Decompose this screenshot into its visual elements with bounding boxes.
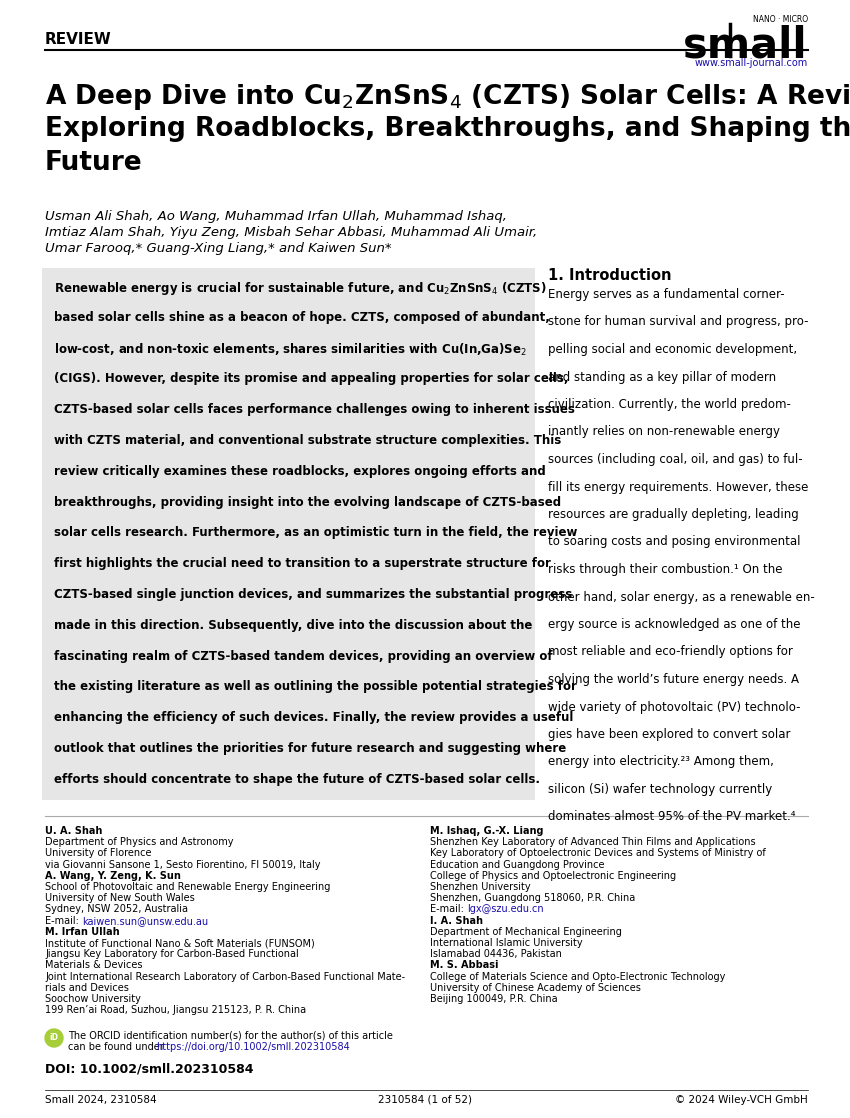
Circle shape xyxy=(45,1029,63,1046)
Text: solar cells research. Furthermore, as an optimistic turn in the field, the revie: solar cells research. Furthermore, as an… xyxy=(54,527,577,539)
Text: stone for human survival and progress, pro-: stone for human survival and progress, p… xyxy=(548,315,808,329)
Text: Soochow University: Soochow University xyxy=(45,994,141,1004)
Text: Department of Mechanical Engineering: Department of Mechanical Engineering xyxy=(430,927,622,937)
Text: The ORCID identification number(s) for the author(s) of this article: The ORCID identification number(s) for t… xyxy=(68,1030,393,1040)
Text: International Islamic University: International Islamic University xyxy=(430,938,582,948)
Text: University of Chinese Academy of Sciences: University of Chinese Academy of Science… xyxy=(430,983,641,993)
Text: ergy source is acknowledged as one of the: ergy source is acknowledged as one of th… xyxy=(548,618,801,631)
Text: risks through their combustion.¹ On the: risks through their combustion.¹ On the xyxy=(548,563,783,576)
Text: to soaring costs and posing environmental: to soaring costs and posing environmenta… xyxy=(548,536,801,549)
Text: can be found under: can be found under xyxy=(68,1042,167,1052)
Text: School of Photovoltaic and Renewable Energy Engineering: School of Photovoltaic and Renewable Ene… xyxy=(45,882,331,892)
Text: U. A. Shah: U. A. Shah xyxy=(45,826,102,836)
Text: Department of Physics and Astronomy: Department of Physics and Astronomy xyxy=(45,837,234,847)
Text: efforts should concentrate to shape the future of CZTS-based solar cells.: efforts should concentrate to shape the … xyxy=(54,773,540,786)
Text: fascinating realm of CZTS-based tandem devices, providing an overview of: fascinating realm of CZTS-based tandem d… xyxy=(54,650,553,663)
Text: solving the world’s future energy needs. A: solving the world’s future energy needs.… xyxy=(548,673,799,686)
Text: inantly relies on non-renewable energy: inantly relies on non-renewable energy xyxy=(548,426,780,438)
Text: with CZTS material, and conventional substrate structure complexities. This: with CZTS material, and conventional sub… xyxy=(54,434,561,447)
Text: dominates almost 95% of the PV market.⁴: dominates almost 95% of the PV market.⁴ xyxy=(548,811,796,824)
Text: civilization. Currently, the world predom-: civilization. Currently, the world predo… xyxy=(548,398,790,411)
Text: M. Ishaq, G.-X. Liang: M. Ishaq, G.-X. Liang xyxy=(430,826,543,836)
Text: E-mail:: E-mail: xyxy=(45,916,82,926)
Text: pelling social and economic development,: pelling social and economic development, xyxy=(548,343,797,356)
Text: Imtiaz Alam Shah, Yiyu Zeng, Misbah Sehar Abbasi, Muhammad Ali Umair,: Imtiaz Alam Shah, Yiyu Zeng, Misbah Seha… xyxy=(45,226,537,239)
Text: made in this direction. Subsequently, dive into the discussion about the: made in this direction. Subsequently, di… xyxy=(54,618,532,632)
Text: breakthroughs, providing insight into the evolving landscape of CZTS-based: breakthroughs, providing insight into th… xyxy=(54,495,561,509)
Text: University of Florence: University of Florence xyxy=(45,849,151,859)
Text: Key Laboratory of Optoelectronic Devices and Systems of Ministry of: Key Laboratory of Optoelectronic Devices… xyxy=(430,849,766,859)
Text: CZTS-based solar cells faces performance challenges owing to inherent issues: CZTS-based solar cells faces performance… xyxy=(54,404,575,416)
Text: (CIGS). However, despite its promise and appealing properties for solar cells,: (CIGS). However, despite its promise and… xyxy=(54,372,569,386)
Text: other hand, solar energy, as a renewable en-: other hand, solar energy, as a renewable… xyxy=(548,590,815,604)
Text: Shenzhen, Guangdong 518060, P.R. China: Shenzhen, Guangdong 518060, P.R. China xyxy=(430,893,635,903)
Text: gies have been explored to convert solar: gies have been explored to convert solar xyxy=(548,728,790,741)
Text: Energy serves as a fundamental corner-: Energy serves as a fundamental corner- xyxy=(548,288,785,301)
Text: rials and Devices: rials and Devices xyxy=(45,983,129,993)
Text: review critically examines these roadblocks, explores ongoing efforts and: review critically examines these roadblo… xyxy=(54,465,546,477)
Text: A. Wang, Y. Zeng, K. Sun: A. Wang, Y. Zeng, K. Sun xyxy=(45,871,181,881)
Text: Shenzhen Key Laboratory of Advanced Thin Films and Applications: Shenzhen Key Laboratory of Advanced Thin… xyxy=(430,837,756,847)
Text: low-cost, and non-toxic elements, shares similarities with Cu(In,Ga)Se$_2$: low-cost, and non-toxic elements, shares… xyxy=(54,342,527,358)
Text: first highlights the crucial need to transition to a superstrate structure for: first highlights the crucial need to tra… xyxy=(54,557,551,570)
Text: A Deep Dive into Cu$_2$ZnSnS$_4$ (CZTS) Solar Cells: A Review of: A Deep Dive into Cu$_2$ZnSnS$_4$ (CZTS) … xyxy=(45,82,850,112)
Text: resources are gradually depleting, leading: resources are gradually depleting, leadi… xyxy=(548,508,799,521)
Text: wide variety of photovoltaic (PV) technolo-: wide variety of photovoltaic (PV) techno… xyxy=(548,701,801,713)
Text: Usman Ali Shah, Ao Wang, Muhammad Irfan Ullah, Muhammad Ishaq,: Usman Ali Shah, Ao Wang, Muhammad Irfan … xyxy=(45,210,507,222)
Text: E-mail:: E-mail: xyxy=(430,904,467,915)
Text: University of New South Wales: University of New South Wales xyxy=(45,893,195,903)
Text: enhancing the efficiency of such devices. Finally, the review provides a useful: enhancing the efficiency of such devices… xyxy=(54,711,574,724)
Text: 199 Ren’ai Road, Suzhou, Jiangsu 215123, P. R. China: 199 Ren’ai Road, Suzhou, Jiangsu 215123,… xyxy=(45,1005,306,1015)
Text: most reliable and eco-friendly options for: most reliable and eco-friendly options f… xyxy=(548,645,793,659)
Text: Sydney, NSW 2052, Australia: Sydney, NSW 2052, Australia xyxy=(45,904,188,915)
Text: DOI: 10.1002/smll.202310584: DOI: 10.1002/smll.202310584 xyxy=(45,1062,253,1076)
Text: Joint International Research Laboratory of Carbon-Based Functional Mate-: Joint International Research Laboratory … xyxy=(45,972,405,982)
Text: M. Irfan Ullah: M. Irfan Ullah xyxy=(45,927,120,937)
Text: Jiangsu Key Laboratory for Carbon-Based Functional: Jiangsu Key Laboratory for Carbon-Based … xyxy=(45,949,298,959)
Text: © 2024 Wiley-VCH GmbH: © 2024 Wiley-VCH GmbH xyxy=(675,1095,808,1105)
Text: 1. Introduction: 1. Introduction xyxy=(548,268,672,283)
Text: CZTS-based single junction devices, and summarizes the substantial progress: CZTS-based single junction devices, and … xyxy=(54,588,572,601)
Text: Shenzhen University: Shenzhen University xyxy=(430,882,530,892)
Text: Islamabad 04436, Pakistan: Islamabad 04436, Pakistan xyxy=(430,949,562,959)
Text: sources (including coal, oil, and gas) to ful-: sources (including coal, oil, and gas) t… xyxy=(548,453,802,466)
Text: I. A. Shah: I. A. Shah xyxy=(430,916,483,926)
Text: silicon (Si) wafer technology currently: silicon (Si) wafer technology currently xyxy=(548,783,773,796)
Text: based solar cells shine as a beacon of hope. CZTS, composed of abundant,: based solar cells shine as a beacon of h… xyxy=(54,311,550,324)
Text: Materials & Devices: Materials & Devices xyxy=(45,960,143,970)
Text: the existing literature as well as outlining the possible potential strategies f: the existing literature as well as outli… xyxy=(54,681,577,693)
Text: Exploring Roadblocks, Breakthroughs, and Shaping the: Exploring Roadblocks, Breakthroughs, and… xyxy=(45,116,850,142)
Text: small: small xyxy=(683,23,808,66)
Text: energy into electricity.²³ Among them,: energy into electricity.²³ Among them, xyxy=(548,756,774,768)
Text: NANO · MICRO: NANO · MICRO xyxy=(753,15,808,23)
Text: and standing as a key pillar of modern: and standing as a key pillar of modern xyxy=(548,370,776,383)
Text: kaiwen.sun@unsw.edu.au: kaiwen.sun@unsw.edu.au xyxy=(82,916,208,926)
Text: Small 2024, 2310584: Small 2024, 2310584 xyxy=(45,1095,156,1105)
Text: 2310584 (1 of 52): 2310584 (1 of 52) xyxy=(378,1095,472,1105)
Text: www.small-journal.com: www.small-journal.com xyxy=(694,58,808,68)
Text: outlook that outlines the priorities for future research and suggesting where: outlook that outlines the priorities for… xyxy=(54,742,566,755)
Text: Institute of Functional Nano & Soft Materials (FUNSOM): Institute of Functional Nano & Soft Mate… xyxy=(45,938,314,948)
Text: REVIEW: REVIEW xyxy=(45,32,111,47)
Text: College of Physics and Optoelectronic Engineering: College of Physics and Optoelectronic En… xyxy=(430,871,676,881)
Text: Future: Future xyxy=(45,150,143,176)
Text: Renewable energy is crucial for sustainable future, and Cu$_2$ZnSnS$_4$ (CZTS): Renewable energy is crucial for sustaina… xyxy=(54,280,547,297)
Text: Beijing 100049, P.R. China: Beijing 100049, P.R. China xyxy=(430,994,558,1004)
Text: lgx@szu.edu.cn: lgx@szu.edu.cn xyxy=(467,904,544,915)
Text: via Giovanni Sansone 1, Sesto Fiorentino, FI 50019, Italy: via Giovanni Sansone 1, Sesto Fiorentino… xyxy=(45,860,320,870)
Text: Umar Farooq,* Guang-Xing Liang,* and Kaiwen Sun*: Umar Farooq,* Guang-Xing Liang,* and Kai… xyxy=(45,241,392,255)
Text: M. S. Abbasi: M. S. Abbasi xyxy=(430,960,498,970)
Text: iD: iD xyxy=(49,1033,59,1042)
Text: fill its energy requirements. However, these: fill its energy requirements. However, t… xyxy=(548,481,808,493)
Text: https://doi.org/10.1002/smll.202310584: https://doi.org/10.1002/smll.202310584 xyxy=(156,1042,349,1052)
Text: College of Materials Science and Opto-Electronic Technology: College of Materials Science and Opto-El… xyxy=(430,972,725,982)
FancyBboxPatch shape xyxy=(42,268,535,800)
Text: Education and Guangdong Province: Education and Guangdong Province xyxy=(430,860,604,870)
